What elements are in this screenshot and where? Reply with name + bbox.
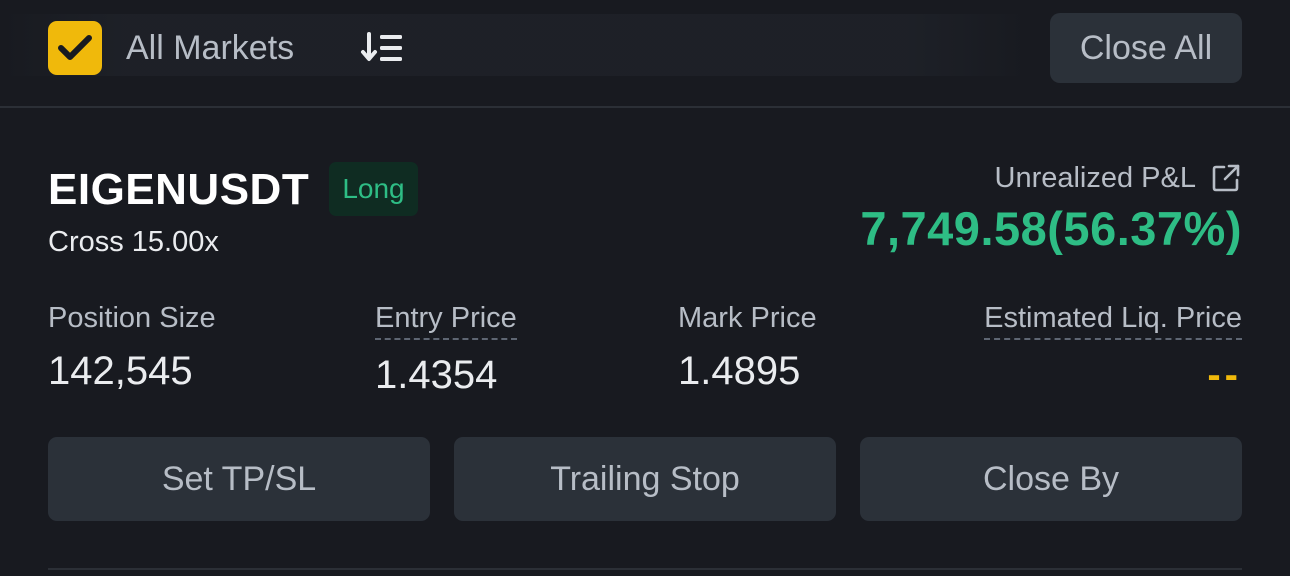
- entry-price-value: 1.4354: [375, 353, 498, 397]
- unrealized-pnl-label: Unrealized P&L: [994, 162, 1197, 194]
- all-markets-checkbox[interactable]: [48, 21, 102, 75]
- pnl-header: Unrealized P&L: [995, 160, 1243, 196]
- unrealized-pnl-value: 7,749.58(56.37%): [860, 202, 1242, 255]
- trailing-stop-button[interactable]: Trailing Stop: [454, 437, 836, 521]
- mark-price-value: 1.4895: [678, 349, 801, 393]
- liq-price-value: --: [1207, 353, 1242, 397]
- markets-toolbar: All Markets Close All: [0, 0, 1290, 108]
- liq-price-stat: Estimated Liq. Price --: [984, 300, 1242, 400]
- position-symbol[interactable]: EIGENUSDT: [48, 165, 310, 214]
- sort-list-icon[interactable]: [360, 30, 406, 66]
- mark-price-label: Mark Price: [678, 302, 817, 334]
- divider: [48, 568, 1242, 570]
- position-size-value: 142,545: [48, 349, 193, 393]
- liq-price-label[interactable]: Estimated Liq. Price: [984, 300, 1242, 340]
- margin-mode-leverage[interactable]: Cross 15.00x: [48, 226, 219, 258]
- close-all-button[interactable]: Close All: [1050, 13, 1242, 83]
- toolbar-backdrop: [0, 14, 1030, 76]
- mark-price-stat: Mark Price 1.4895: [678, 300, 817, 396]
- all-markets-label[interactable]: All Markets: [126, 29, 295, 67]
- set-tpsl-button[interactable]: Set TP/SL: [48, 437, 430, 521]
- position-size-label: Position Size: [48, 302, 216, 334]
- position-side-badge: Long: [329, 162, 418, 216]
- position-size-stat: Position Size 142,545: [48, 300, 216, 396]
- share-external-icon[interactable]: [1210, 162, 1242, 194]
- close-by-button[interactable]: Close By: [860, 437, 1242, 521]
- checkmark-icon: [58, 35, 92, 60]
- entry-price-stat: Entry Price 1.4354: [375, 300, 517, 400]
- entry-price-label[interactable]: Entry Price: [375, 300, 517, 340]
